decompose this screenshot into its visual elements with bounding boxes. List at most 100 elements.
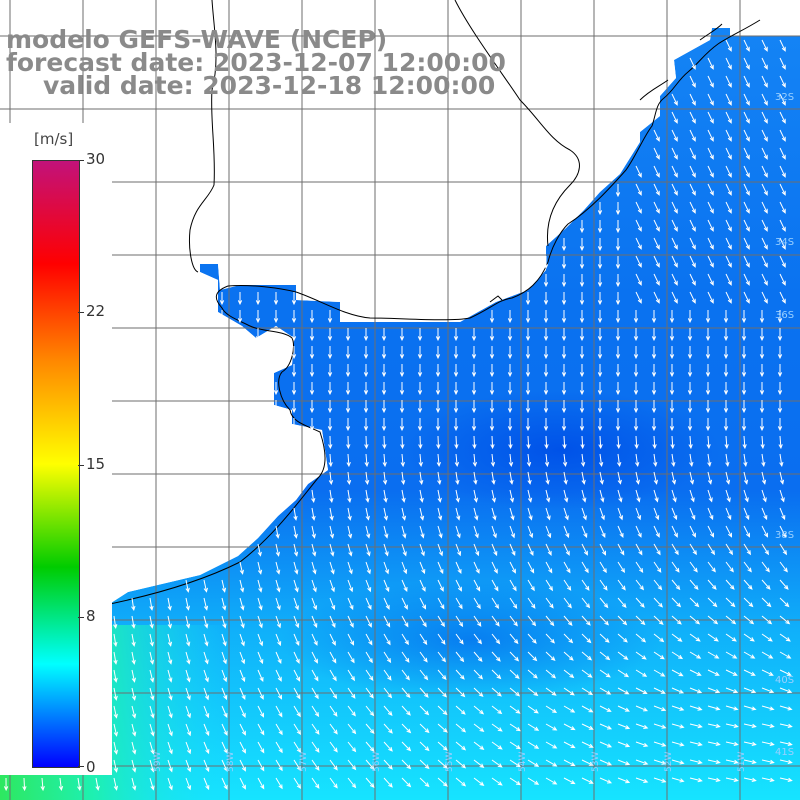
wind-arrow [455,777,467,787]
wind-arrow [291,400,297,414]
wind-arrow [723,346,729,360]
wind-arrow [743,219,750,232]
wind-arrow [689,291,696,304]
wind-arrow [633,328,639,342]
wind-arrow [417,328,423,342]
wind-arrow [509,777,521,786]
wind-arrow [455,669,465,680]
wind-arrow [509,669,520,679]
wind-arrow [527,777,540,785]
wind-arrow [507,382,513,396]
wind-arrow [291,310,297,324]
wind-arrow [563,777,576,785]
wind-arrow [401,723,412,734]
wind-arrow [617,723,631,730]
wind-arrow [671,129,678,142]
wind-arrow [779,471,785,485]
wind-arrow [725,237,732,250]
wind-arrow [311,687,319,700]
wind-arrow [581,525,588,539]
wind-arrow [329,741,338,753]
wind-arrow [311,489,316,504]
forecast-date: forecast date: 2023-12-07 12:00:00 [6,48,506,77]
wind-arrow [545,633,555,644]
wind-arrow [563,651,574,661]
wind-arrow [633,346,639,360]
wind-arrow [653,597,663,608]
wind-arrow [491,759,503,768]
wind-arrow [779,615,791,625]
wind-arrow [743,723,757,728]
wind-arrow [617,597,627,608]
wind-arrow [777,328,783,342]
wind-arrow [509,579,517,592]
wind-arrow [490,435,495,450]
wind-arrow [472,453,478,468]
wind-arrow [345,400,351,414]
wind-arrow [329,615,336,629]
wind-arrow [653,507,660,521]
wind-arrow [239,669,246,683]
wind-arrow [617,561,626,574]
wind-arrow [707,453,712,468]
latitude-label: 38S [775,530,794,541]
wind-arrow [562,453,568,468]
wind-arrow [329,759,338,771]
wind-arrow [563,543,570,556]
wind-arrow [364,435,369,450]
wind-arrow [436,453,441,468]
wind-arrow [347,561,353,575]
wind-arrow [255,310,261,324]
wind-arrow [383,723,393,734]
wind-arrow [777,364,783,378]
wind-arrow [597,328,603,342]
wind-arrow [400,471,406,486]
wind-arrow [581,615,591,626]
wind-arrow [563,687,575,696]
wind-arrow [597,400,603,414]
wind-arrow [743,561,752,573]
wind-arrow [185,633,191,647]
colorbar [32,160,80,768]
wind-arrow [383,705,393,716]
wind-arrow [671,489,677,503]
wind-arrow [653,165,660,178]
wind-arrow [273,292,279,306]
wind-arrow [419,669,429,681]
wind-arrow [599,597,609,609]
wind-arrow [437,561,444,575]
wind-arrow [669,400,675,414]
wind-arrow [705,400,711,414]
wind-arrow [653,777,667,783]
wind-arrow [509,705,521,714]
wind-arrow [417,418,423,432]
wind-arrow [779,705,793,711]
longitude-label: 57W [299,752,309,772]
wind-arrow [687,382,693,396]
wind-arrow [688,435,693,450]
wind-arrow [525,310,531,324]
wind-arrow [615,364,621,378]
wind-arrow [437,525,443,539]
longitude-label: 56W [372,752,382,772]
wind-arrow [545,561,553,574]
wind-arrow [293,777,301,790]
wind-arrow [545,507,551,521]
wind-arrow [779,111,786,124]
wind-arrow [383,579,390,593]
wind-arrow [689,525,696,538]
wind-arrow [562,435,567,450]
wind-arrow [311,615,318,629]
wind-arrow [275,543,280,557]
wind-arrow [761,291,768,304]
wind-arrow [473,741,485,750]
wind-arrow [579,310,585,324]
wind-arrow [473,651,483,662]
wind-arrow [453,382,459,396]
wind-arrow [346,435,351,450]
wind-arrow [435,346,441,360]
wind-arrow [689,777,703,783]
wind-arrow [689,615,701,625]
wind-arrow [436,435,441,450]
wind-arrow [203,705,210,719]
